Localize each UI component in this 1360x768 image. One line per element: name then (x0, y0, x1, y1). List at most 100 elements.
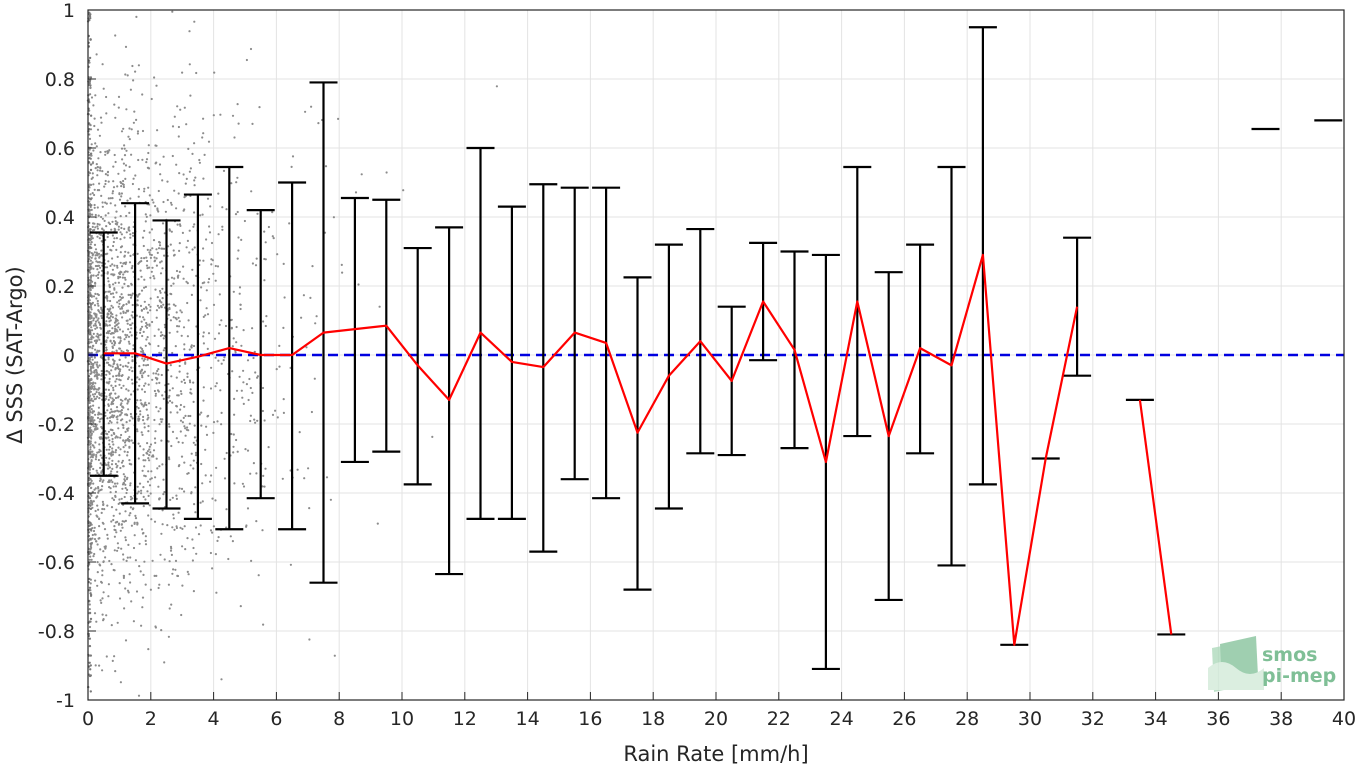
scatter-point (90, 338, 93, 341)
scatter-point (130, 415, 133, 418)
scatter-point (88, 137, 92, 140)
scatter-point (242, 329, 245, 332)
scatter-point (147, 416, 150, 419)
scatter-point (235, 181, 238, 184)
scatter-point (127, 340, 130, 343)
scatter-point (202, 247, 205, 250)
scatter-point (239, 307, 242, 311)
scatter-point (236, 210, 239, 214)
scatter-point (112, 180, 115, 183)
scatter-point (234, 213, 238, 216)
scatter-point (107, 382, 110, 385)
scatter-point (88, 550, 92, 553)
scatter-point (124, 519, 127, 523)
scatter-point (111, 440, 114, 443)
scatter-point (170, 375, 173, 378)
scatter-point (131, 382, 134, 385)
scatter-point (95, 620, 98, 623)
scatter-point (145, 158, 149, 161)
scatter-point (123, 236, 126, 239)
scatter-point (90, 262, 93, 265)
scatter-point (149, 214, 152, 217)
scatter-point (94, 664, 97, 667)
scatter-point (89, 440, 92, 443)
scatter-point (168, 399, 172, 403)
x-tick-label: 34 (1144, 708, 1168, 730)
scatter-point (97, 335, 100, 339)
scatter-point (101, 500, 104, 503)
scatter-point (123, 495, 126, 499)
scatter-point (119, 238, 122, 241)
scatter-point (157, 189, 160, 193)
scatter-point (89, 38, 92, 41)
scatter-point (142, 486, 145, 489)
scatter-point (289, 563, 292, 566)
scatter-point (106, 417, 109, 420)
scatter-point (107, 197, 110, 200)
scatter-point (110, 408, 113, 411)
scatter-point (88, 468, 91, 471)
scatter-point (121, 182, 124, 185)
scatter-point (261, 485, 264, 488)
scatter-point (109, 411, 112, 414)
scatter-point (186, 282, 189, 285)
scatter-point (119, 215, 122, 218)
scatter-point (190, 346, 193, 349)
scatter-point (153, 259, 157, 262)
scatter-point (158, 306, 161, 309)
scatter-point (163, 661, 166, 664)
scatter-point (157, 247, 161, 250)
scatter-point (142, 454, 145, 457)
scatter-point (158, 381, 161, 384)
y-tick-label: -0.2 (38, 414, 75, 436)
scatter-point (109, 453, 112, 456)
scatter-point (146, 336, 149, 339)
scatter-point (186, 537, 189, 540)
scatter-point (255, 520, 258, 523)
scatter-point (136, 522, 139, 525)
scatter-point (117, 395, 120, 398)
scatter-point (107, 422, 110, 425)
scatter-point (90, 459, 93, 462)
scatter-point (119, 180, 122, 184)
scatter-point (120, 523, 123, 526)
scatter-point (202, 315, 205, 318)
scatter-point (113, 287, 116, 290)
scatter-point (173, 277, 176, 280)
scatter-point (92, 430, 95, 433)
scatter-point (120, 192, 123, 195)
scatter-point (207, 332, 211, 335)
scatter-point (89, 542, 92, 545)
scatter-point (96, 299, 99, 303)
scatter-point (88, 128, 91, 131)
scatter-point (274, 409, 277, 412)
scatter-point (106, 174, 109, 177)
scatter-point (194, 443, 197, 446)
scatter-point (193, 20, 196, 23)
scatter-point (96, 128, 100, 131)
scatter-point (110, 273, 113, 276)
scatter-point (310, 410, 313, 414)
scatter-point (95, 274, 98, 277)
scatter-point (198, 161, 201, 164)
scatter-point (89, 592, 92, 595)
scatter-point (121, 276, 124, 279)
scatter-point (111, 306, 115, 309)
scatter-point (215, 591, 218, 594)
scatter-point (90, 208, 93, 211)
scatter-point (231, 540, 234, 543)
scatter-point (141, 325, 144, 328)
scatter-point (91, 537, 94, 540)
scatter-point (94, 324, 97, 327)
scatter-point (88, 379, 91, 382)
scatter-point (181, 441, 184, 444)
scatter-point (146, 442, 149, 445)
scatter-point (113, 103, 116, 106)
scatter-point (155, 574, 158, 578)
scatter-point (96, 377, 99, 380)
scatter-point (152, 455, 155, 458)
scatter-point (96, 261, 99, 264)
scatter-point (103, 219, 106, 222)
scatter-point (181, 421, 184, 424)
scatter-point (210, 263, 213, 266)
